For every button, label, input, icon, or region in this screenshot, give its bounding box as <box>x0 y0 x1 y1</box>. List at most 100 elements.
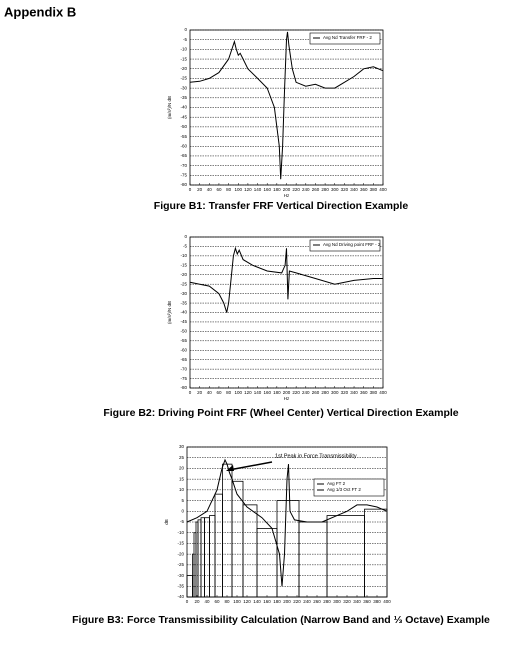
legend-box <box>309 239 381 252</box>
y-tick-label: -35 <box>180 300 187 305</box>
x-tick-label: 380 <box>373 599 381 604</box>
octave-bar <box>200 517 205 598</box>
x-tick-label: 20 <box>197 187 203 192</box>
y-tick-label: -30 <box>180 291 187 296</box>
x-tick-label: 80 <box>224 599 230 604</box>
x-axis-label: Hz <box>284 396 290 401</box>
x-tick-label: 0 <box>189 390 192 395</box>
y-tick-label: -65 <box>180 153 187 158</box>
x-tick-label: 320 <box>341 187 349 192</box>
octave-bar <box>222 463 233 598</box>
x-tick-label: 160 <box>263 187 271 192</box>
x-tick-label: 260 <box>313 599 321 604</box>
y-tick-label: -75 <box>180 376 187 381</box>
y-axis-label: dB <box>164 519 169 525</box>
y-tick-label: -10 <box>177 530 184 535</box>
x-tick-label: 220 <box>292 390 300 395</box>
x-tick-label: 360 <box>360 187 368 192</box>
y-tick-label: -5 <box>183 244 187 249</box>
x-tick-label: 200 <box>283 187 291 192</box>
y-tick-label: -30 <box>180 85 187 90</box>
x-tick-label: 160 <box>263 390 271 395</box>
y-tick-label: -45 <box>180 319 187 324</box>
y-tick-label: -10 <box>180 253 187 258</box>
y-tick-label: -35 <box>177 583 184 588</box>
y-tick-label: -20 <box>180 272 187 277</box>
x-tick-label: 340 <box>353 599 361 604</box>
y-tick-label: 5 <box>181 498 184 503</box>
x-tick-label: 100 <box>233 599 241 604</box>
x-axis-label: Hz <box>284 193 290 198</box>
x-tick-label: 280 <box>323 599 331 604</box>
x-tick-label: 240 <box>302 187 310 192</box>
y-tick-label: -40 <box>180 310 187 315</box>
figure-caption: Figure B1: Transfer FRF Vertical Directi… <box>154 200 409 212</box>
y-tick-label: -15 <box>180 263 187 268</box>
y-tick-label: -45 <box>180 114 187 119</box>
legend-label: Avg Nd Driving point FRF - 2 <box>323 242 381 247</box>
legend-label: Avg Nd Transfer FRF - 2 <box>323 35 372 40</box>
data-line <box>189 246 383 313</box>
annotation: 1st Peak in Force Transmissibility <box>275 453 357 459</box>
octave-bar <box>364 508 388 598</box>
annotation-arrow <box>228 461 273 471</box>
x-tick-label: 40 <box>207 390 213 395</box>
page-title: Appendix B <box>4 4 76 19</box>
octave-bar <box>298 521 328 598</box>
octave-bar <box>231 480 244 598</box>
x-tick-label: 320 <box>341 390 349 395</box>
x-tick-label: 0 <box>189 187 192 192</box>
y-tick-label: -60 <box>180 347 187 352</box>
data-line <box>189 31 384 180</box>
x-tick-label: 340 <box>350 187 358 192</box>
x-tick-label: 0 <box>186 599 189 604</box>
x-tick-label: 400 <box>383 599 391 604</box>
x-tick-label: 240 <box>303 599 311 604</box>
x-tick-label: 20 <box>197 390 203 395</box>
y-tick-label: -50 <box>180 124 187 129</box>
y-tick-label: -50 <box>180 329 187 334</box>
x-tick-label: 60 <box>214 599 220 604</box>
x-tick-label: 120 <box>243 599 251 604</box>
x-tick-label: 40 <box>204 599 210 604</box>
y-tick-label: -15 <box>177 541 184 546</box>
x-tick-label: 260 <box>312 187 320 192</box>
x-tick-label: 100 <box>234 187 242 192</box>
x-tick-label: 80 <box>226 390 232 395</box>
octave-bar <box>209 515 216 598</box>
x-tick-label: 360 <box>363 599 371 604</box>
x-tick-label: 180 <box>273 599 281 604</box>
y-tick-label: -5 <box>180 519 184 524</box>
y-tick-label: -25 <box>177 562 184 567</box>
legend-label: Avg 1/3 Oct FT 2 <box>327 487 361 492</box>
y-tick-label: -80 <box>180 385 187 390</box>
x-tick-label: 300 <box>331 390 339 395</box>
x-tick-label: 300 <box>333 599 341 604</box>
figure-caption: Figure B3: Force Transmissibility Calcul… <box>72 614 490 626</box>
x-tick-label: 180 <box>273 390 281 395</box>
y-tick-label: -75 <box>180 173 187 178</box>
y-tick-label: -10 <box>180 47 187 52</box>
x-tick-label: 200 <box>283 599 291 604</box>
x-tick-label: 200 <box>283 390 291 395</box>
y-tick-label: -20 <box>177 551 184 556</box>
x-tick-label: 280 <box>321 390 329 395</box>
y-tick-label: 10 <box>179 487 185 492</box>
x-tick-label: 40 <box>207 187 213 192</box>
figure-caption: Figure B2: Driving Point FRF (Wheel Cent… <box>103 407 458 419</box>
x-tick-label: 380 <box>370 390 378 395</box>
octave-bar <box>214 493 223 598</box>
y-tick-label: -60 <box>180 143 187 148</box>
x-tick-label: 280 <box>321 187 329 192</box>
x-tick-label: 120 <box>244 390 252 395</box>
y-tick-label: -25 <box>180 281 187 286</box>
y-tick-label: -40 <box>180 105 187 110</box>
octave-bar <box>326 515 365 598</box>
y-tick-label: -20 <box>180 66 187 71</box>
octave-bar <box>197 519 202 598</box>
x-tick-label: 120 <box>244 187 252 192</box>
x-tick-label: 100 <box>234 390 242 395</box>
x-tick-label: 20 <box>194 599 200 604</box>
x-tick-label: 220 <box>292 187 300 192</box>
